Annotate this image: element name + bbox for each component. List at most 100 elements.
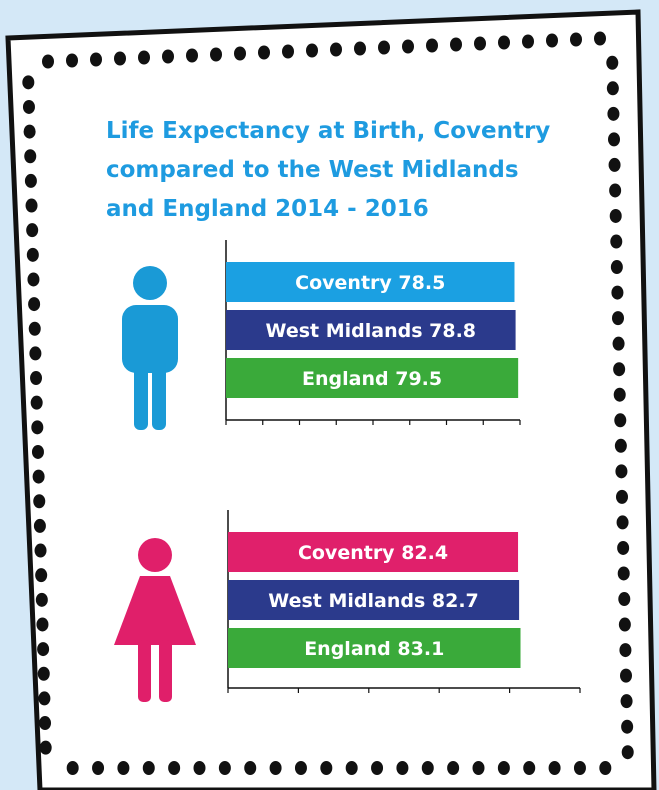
- border-dot: [37, 666, 50, 681]
- border-dot: [426, 38, 438, 53]
- border-dot: [616, 489, 628, 504]
- bar-label: Coventry 78.5: [295, 272, 445, 294]
- border-dot: [92, 761, 105, 775]
- border-dot: [610, 260, 623, 275]
- border-dot: [90, 52, 102, 67]
- value-label: 79.5: [395, 368, 442, 390]
- bar-label: West Midlands 78.8: [266, 320, 476, 342]
- value-label: 82.4: [401, 542, 448, 564]
- category-label: West Midlands: [268, 590, 425, 612]
- border-dot: [447, 761, 460, 775]
- border-dot: [378, 40, 390, 55]
- border-dot: [282, 44, 294, 59]
- border-dot: [522, 34, 534, 49]
- border-dot: [186, 48, 198, 63]
- border-dot: [42, 54, 54, 69]
- border-dot: [66, 761, 79, 775]
- border-dot: [616, 515, 629, 530]
- border-dot: [138, 50, 150, 65]
- border-dot: [614, 438, 627, 453]
- border-dot: [29, 346, 42, 361]
- border-dot: [617, 540, 630, 555]
- border-dot: [193, 761, 206, 775]
- border-dot: [28, 297, 41, 312]
- border-dot: [620, 668, 632, 683]
- border-dot: [609, 183, 622, 198]
- border-dot: [474, 36, 486, 51]
- border-dot: [39, 740, 52, 755]
- border-dot: [234, 46, 246, 61]
- border-dot: [306, 43, 318, 58]
- border-dot: [608, 132, 620, 147]
- border-dot: [34, 543, 47, 558]
- border-dot: [37, 642, 50, 657]
- border-dot: [114, 51, 126, 66]
- value-label: 78.5: [398, 272, 445, 294]
- border-dot: [523, 761, 536, 775]
- border-dot: [31, 420, 44, 435]
- female-icon: [114, 538, 196, 702]
- border-dot: [142, 761, 155, 775]
- border-dot: [614, 413, 627, 428]
- border-dot: [621, 745, 634, 760]
- border-dot: [498, 35, 510, 50]
- border-dot: [38, 691, 51, 706]
- border-dot: [28, 321, 41, 336]
- scallop-border: [22, 31, 634, 775]
- category-label: England: [304, 638, 391, 660]
- border-dot: [354, 41, 366, 56]
- border-dot: [36, 617, 49, 632]
- bar: [228, 532, 519, 572]
- border-dot: [330, 42, 342, 57]
- border-dot: [607, 106, 620, 121]
- value-label: 83.1: [397, 638, 444, 660]
- border-dot: [610, 234, 623, 249]
- border-dot: [33, 494, 46, 509]
- border-dot: [617, 566, 630, 581]
- border-dot: [168, 761, 181, 775]
- border-dot: [618, 592, 631, 607]
- border-dot: [615, 464, 628, 479]
- chart-title: Life Expectancy at Birth, Coventry compa…: [106, 118, 551, 222]
- bar-label: England 83.1: [304, 638, 444, 660]
- border-dot: [23, 124, 36, 139]
- border-dot: [612, 311, 624, 326]
- bar-label: England 79.5: [302, 368, 442, 390]
- bar: [226, 358, 519, 398]
- male-icon: [122, 266, 178, 430]
- border-dot: [30, 395, 43, 410]
- border-dot: [621, 719, 634, 734]
- category-label: Coventry: [295, 272, 392, 294]
- category-label: West Midlands: [266, 320, 423, 342]
- border-dot: [548, 761, 561, 775]
- border-dot: [269, 761, 282, 775]
- border-dot: [24, 149, 37, 164]
- value-label: 78.8: [429, 320, 476, 342]
- border-dot: [26, 247, 39, 262]
- border-dot: [27, 272, 40, 287]
- border-dot: [66, 53, 78, 68]
- border-dot: [294, 761, 307, 775]
- border-dot: [613, 362, 626, 377]
- value-label: 82.7: [432, 590, 479, 612]
- border-dot: [606, 55, 619, 70]
- border-dot: [594, 31, 606, 46]
- border-dot: [24, 173, 37, 188]
- border-dot: [620, 694, 633, 709]
- border-dot: [117, 761, 130, 775]
- border-dot: [22, 99, 35, 114]
- border-dot: [613, 387, 626, 402]
- border-dot: [618, 617, 631, 632]
- border-dot: [210, 47, 222, 62]
- border-dot: [472, 761, 485, 775]
- bar: [228, 580, 520, 620]
- border-dot: [402, 39, 414, 54]
- border-dot: [573, 761, 586, 775]
- border-dot: [345, 761, 358, 775]
- border-dot: [570, 32, 582, 47]
- border-dot: [606, 81, 619, 96]
- border-dot: [35, 592, 48, 607]
- border-dot: [32, 469, 45, 484]
